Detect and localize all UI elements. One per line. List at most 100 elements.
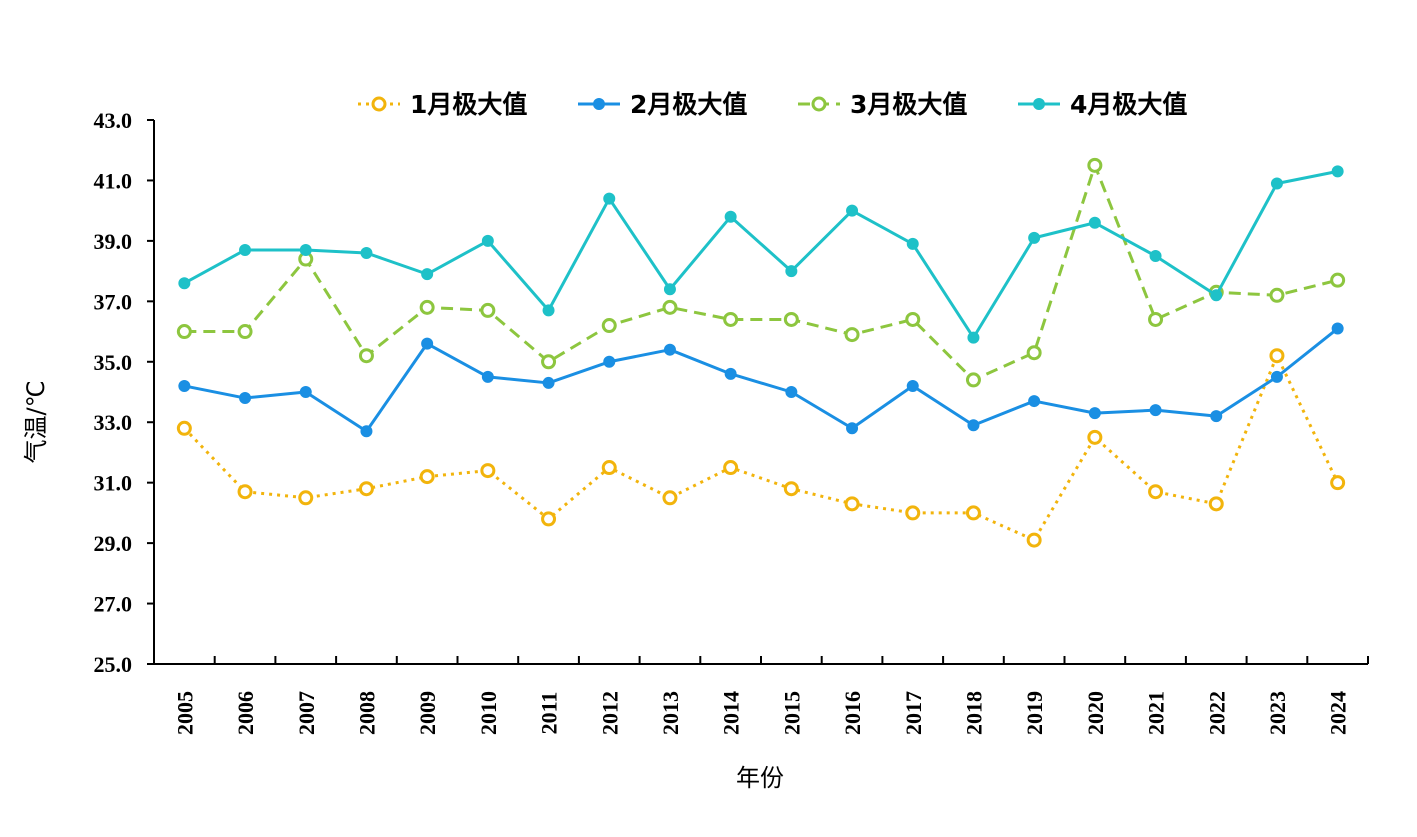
data-point [1026,345,1042,361]
x-tick-label: 2021 [1144,691,1169,735]
data-point [905,311,921,327]
series-line [183,169,1338,340]
data-point [846,204,859,217]
x-tick-label: 2012 [597,691,622,735]
data-point [967,419,980,432]
data-point [724,210,737,223]
data-point [905,505,921,521]
x-tick-label: 2024 [1326,691,1351,735]
data-point [358,481,374,497]
legend-swatch-marker [593,98,605,110]
y-tick-label: 41.0 [94,168,133,193]
legend-label: 2月极大值 [630,90,747,119]
x-tick-label: 2005 [172,691,197,735]
data-point [965,372,981,388]
data-point [1088,407,1101,420]
data-point [662,490,678,506]
data-point [237,484,253,500]
series-line [184,327,1339,433]
data-point [541,354,557,370]
data-point [785,386,798,398]
data-point [1270,177,1283,190]
data-point [1331,322,1344,335]
x-tick-label: 2008 [354,691,379,735]
x-tick-label: 2018 [961,691,986,735]
data-point [1026,532,1042,548]
series-3 [176,157,1346,388]
series-layer [176,157,1346,548]
data-point [176,324,192,340]
data-point [419,299,435,315]
data-point [783,311,799,327]
x-tick-label: 2017 [901,691,926,735]
y-tick-label: 29.0 [94,531,133,556]
x-tick-label: 2014 [719,691,744,735]
x-tick-label: 2013 [658,691,683,735]
data-point [1330,475,1346,491]
x-tick-label: 2006 [233,691,258,735]
x-tick-label: 2009 [415,691,440,735]
data-point [299,243,312,256]
data-point [237,324,253,340]
data-point [783,481,799,497]
data-point [723,311,739,327]
legend-item: 2月极大值 [578,90,747,119]
data-point [663,283,676,296]
data-point [1330,272,1346,288]
data-point [1269,348,1285,364]
data-point [421,337,434,350]
data-point [239,243,252,256]
data-point [1208,496,1224,512]
data-point [724,367,737,380]
legend-swatch-marker [811,96,827,112]
data-point [601,460,617,476]
data-point [1149,404,1162,417]
y-tick-label: 43.0 [94,108,133,133]
x-tick-label: 2010 [476,691,501,735]
data-point [967,331,980,344]
data-point [1269,287,1285,303]
data-point [1088,216,1101,229]
data-point [419,469,435,485]
data-point [1028,231,1041,244]
x-tick-label: 2011 [537,692,562,735]
data-point [603,192,616,205]
data-point [176,420,192,436]
data-point [298,490,314,506]
legend: 1月极大值 2月极大值 3月极大值 4月极大值 [358,90,1187,119]
data-point [1087,157,1103,173]
y-tick-label: 37.0 [94,289,133,314]
data-point [178,277,191,290]
data-point [1210,410,1223,423]
x-tick-label: 2023 [1265,691,1290,735]
series-4 [178,165,1344,344]
data-point [785,265,798,278]
data-point [603,355,616,368]
data-point [906,379,919,392]
x-tick-label: 2019 [1022,691,1047,735]
legend-item: 3月极大值 [798,90,967,119]
legend-label: 1月极大值 [410,90,527,119]
legend-label: 4月极大值 [1070,90,1187,119]
data-point [1148,311,1164,327]
data-point [481,234,494,247]
data-point [844,327,860,343]
data-point [239,392,252,405]
data-point [360,425,373,438]
x-tick-label: 2015 [779,691,804,735]
series-line [183,354,1340,542]
data-point [542,376,555,389]
data-point [906,237,919,250]
series-2 [178,322,1344,438]
data-point [178,379,191,392]
legend-item: 1月极大值 [358,90,527,119]
x-tick-label: 2007 [294,691,319,735]
data-point [481,370,494,383]
legend-swatch-marker [371,96,387,112]
data-point [1149,250,1162,262]
y-tick-label: 31.0 [94,471,133,496]
x-axis-title: 年份 [736,764,784,792]
data-point [1028,395,1041,408]
legend-item: 4月极大值 [1018,90,1187,119]
x-tick-label: 2016 [840,691,865,735]
